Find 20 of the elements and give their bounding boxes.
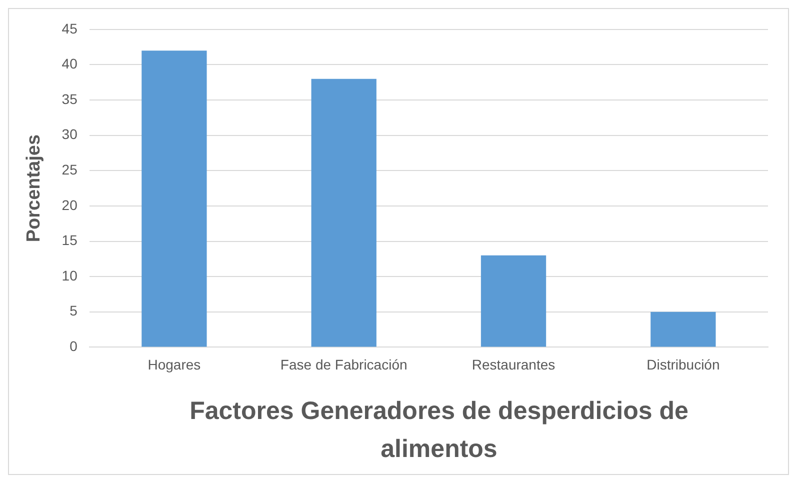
y-tick-label: 0	[70, 338, 78, 354]
y-tick-label: 35	[62, 90, 78, 107]
y-tick-label: 10	[62, 267, 78, 284]
y-tick-label: 25	[62, 162, 78, 178]
y-tick-label: 30	[62, 126, 78, 142]
bar	[480, 255, 546, 347]
x-tick-label: Fase de Fabricación	[280, 356, 408, 372]
y-tick-label: 40	[62, 56, 78, 72]
bar	[311, 78, 376, 347]
x-tick-label: Restaurantes	[472, 356, 556, 372]
bar	[142, 50, 207, 347]
y-tick-label: 20	[62, 196, 78, 213]
x-tick-label: Hogares	[148, 356, 201, 372]
x-tick-label: Distribución	[646, 356, 720, 372]
y-tick-label: 15	[62, 232, 78, 248]
bar	[650, 312, 716, 347]
y-tick-label: 45	[62, 20, 78, 36]
y-tick-label: 5	[70, 302, 78, 319]
y-axis-title: Porcentajes	[24, 134, 45, 242]
x-axis-title: Factores Generadores de desperdicios de alimentos	[188, 396, 690, 465]
